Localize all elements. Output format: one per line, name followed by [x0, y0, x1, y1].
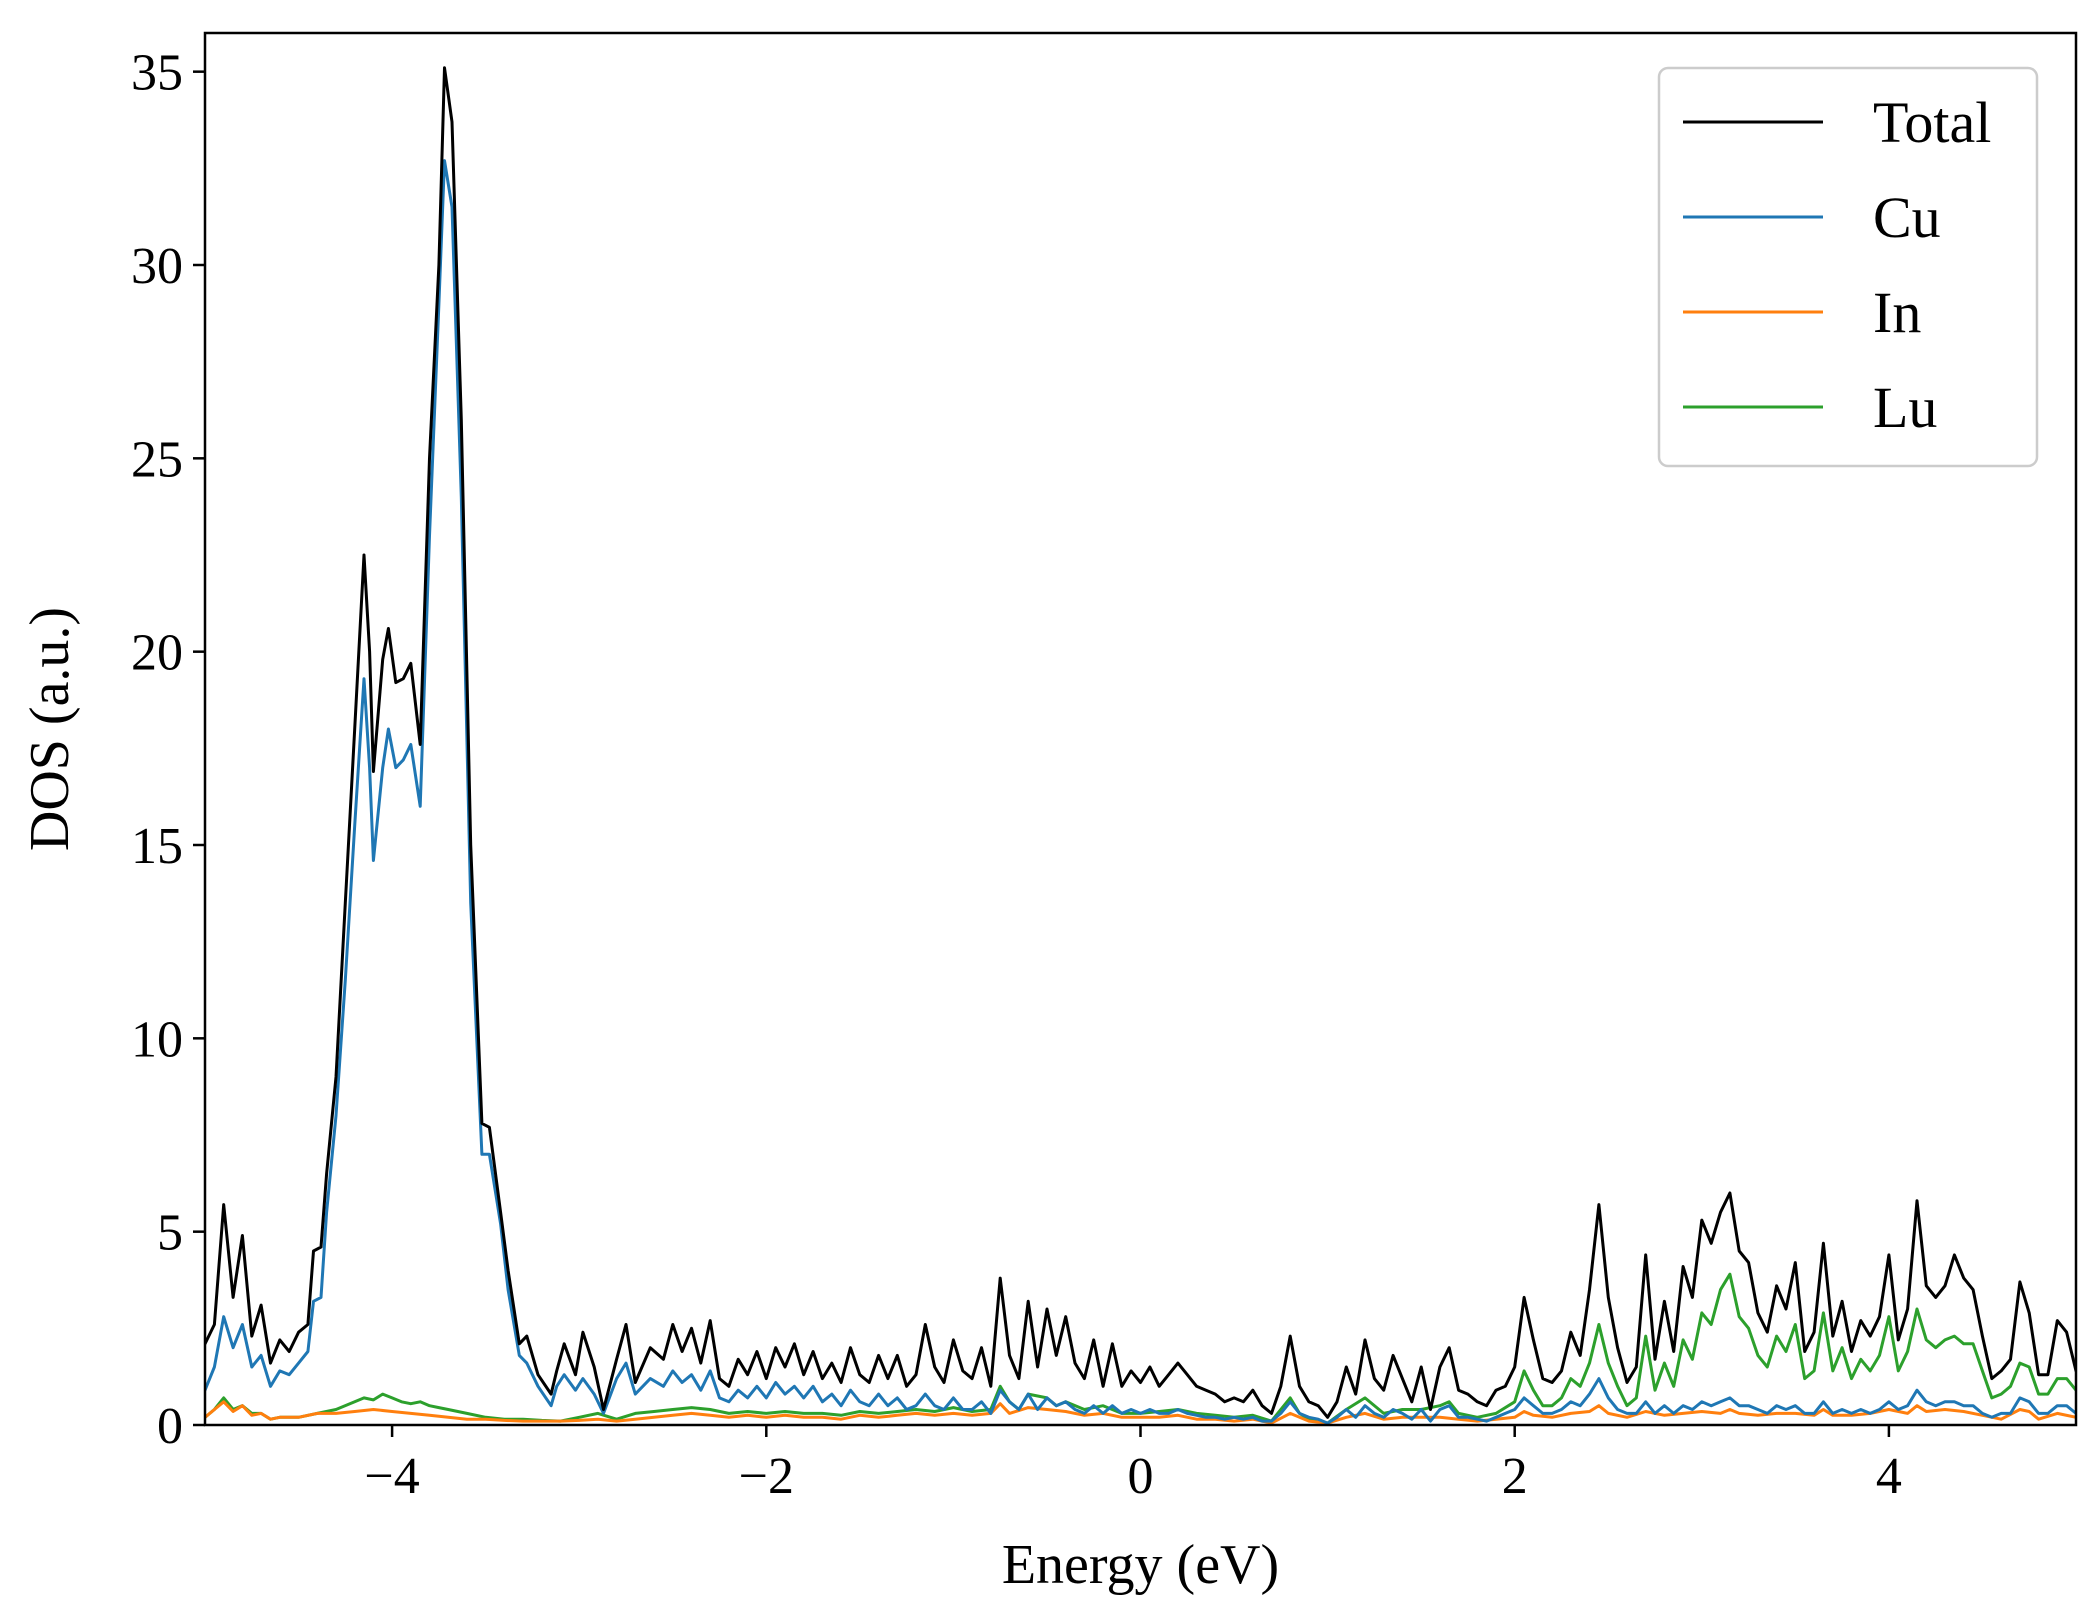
- legend-label-cu: Cu: [1873, 185, 1941, 250]
- series-layer: [205, 66, 2076, 1425]
- y-tick-label: 30: [131, 238, 183, 295]
- legend: Total Cu In Lu: [1657, 66, 2039, 468]
- legend-label-lu: Lu: [1873, 375, 1937, 440]
- x-tick-label: −4: [364, 1448, 419, 1505]
- x-tick-label: 0: [1128, 1448, 1154, 1505]
- y-tick-label: 20: [131, 625, 183, 682]
- y-tick-label: 0: [157, 1398, 183, 1455]
- x-tick-label: 4: [1876, 1448, 1902, 1505]
- series-line-lu: [205, 1272, 2076, 1425]
- y-tick-label: 10: [131, 1011, 183, 1068]
- y-axis: 0 5 10 15 20 25 30 35: [131, 45, 205, 1455]
- legend-label-total: Total: [1873, 90, 1991, 155]
- legend-label-in: In: [1873, 280, 1921, 345]
- x-tick-label: 2: [1502, 1448, 1528, 1505]
- x-axis: −4 −2 0 2 4: [364, 1425, 1902, 1505]
- y-axis-label: DOS (a.u.): [19, 607, 81, 851]
- y-tick-label: 25: [131, 431, 183, 488]
- series-line-in: [205, 1400, 2076, 1425]
- y-tick-label: 15: [131, 818, 183, 875]
- series-line-cu: [205, 159, 2076, 1425]
- x-axis-label: Energy (eV): [1002, 1534, 1279, 1596]
- x-tick-label: −2: [739, 1448, 794, 1505]
- y-tick-label: 5: [157, 1205, 183, 1262]
- y-tick-label: 35: [131, 45, 183, 102]
- legend-box: [1657, 66, 2039, 468]
- series-line-total: [205, 66, 2076, 1419]
